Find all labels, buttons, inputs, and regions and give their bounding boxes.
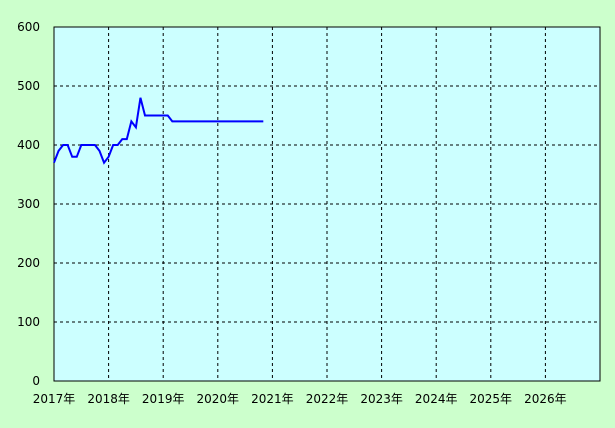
y-tick-label: 600 <box>17 20 40 34</box>
y-tick-label: 200 <box>17 256 40 270</box>
y-tick-label: 100 <box>17 315 40 329</box>
y-tick-label: 300 <box>17 197 40 211</box>
x-tick-label: 2026年 <box>524 392 567 406</box>
x-tick-label: 2018年 <box>87 392 130 406</box>
x-tick-label: 2019年 <box>142 392 185 406</box>
x-tick-label: 2022年 <box>306 392 349 406</box>
x-tick-label: 2017年 <box>33 392 76 406</box>
x-tick-label: 2021年 <box>251 392 294 406</box>
x-tick-label: 2020年 <box>197 392 240 406</box>
y-tick-label: 0 <box>32 374 40 388</box>
x-tick-label: 2023年 <box>360 392 403 406</box>
y-tick-label: 500 <box>17 79 40 93</box>
x-tick-label: 2025年 <box>470 392 513 406</box>
y-tick-label: 400 <box>17 138 40 152</box>
x-tick-label: 2024年 <box>415 392 458 406</box>
